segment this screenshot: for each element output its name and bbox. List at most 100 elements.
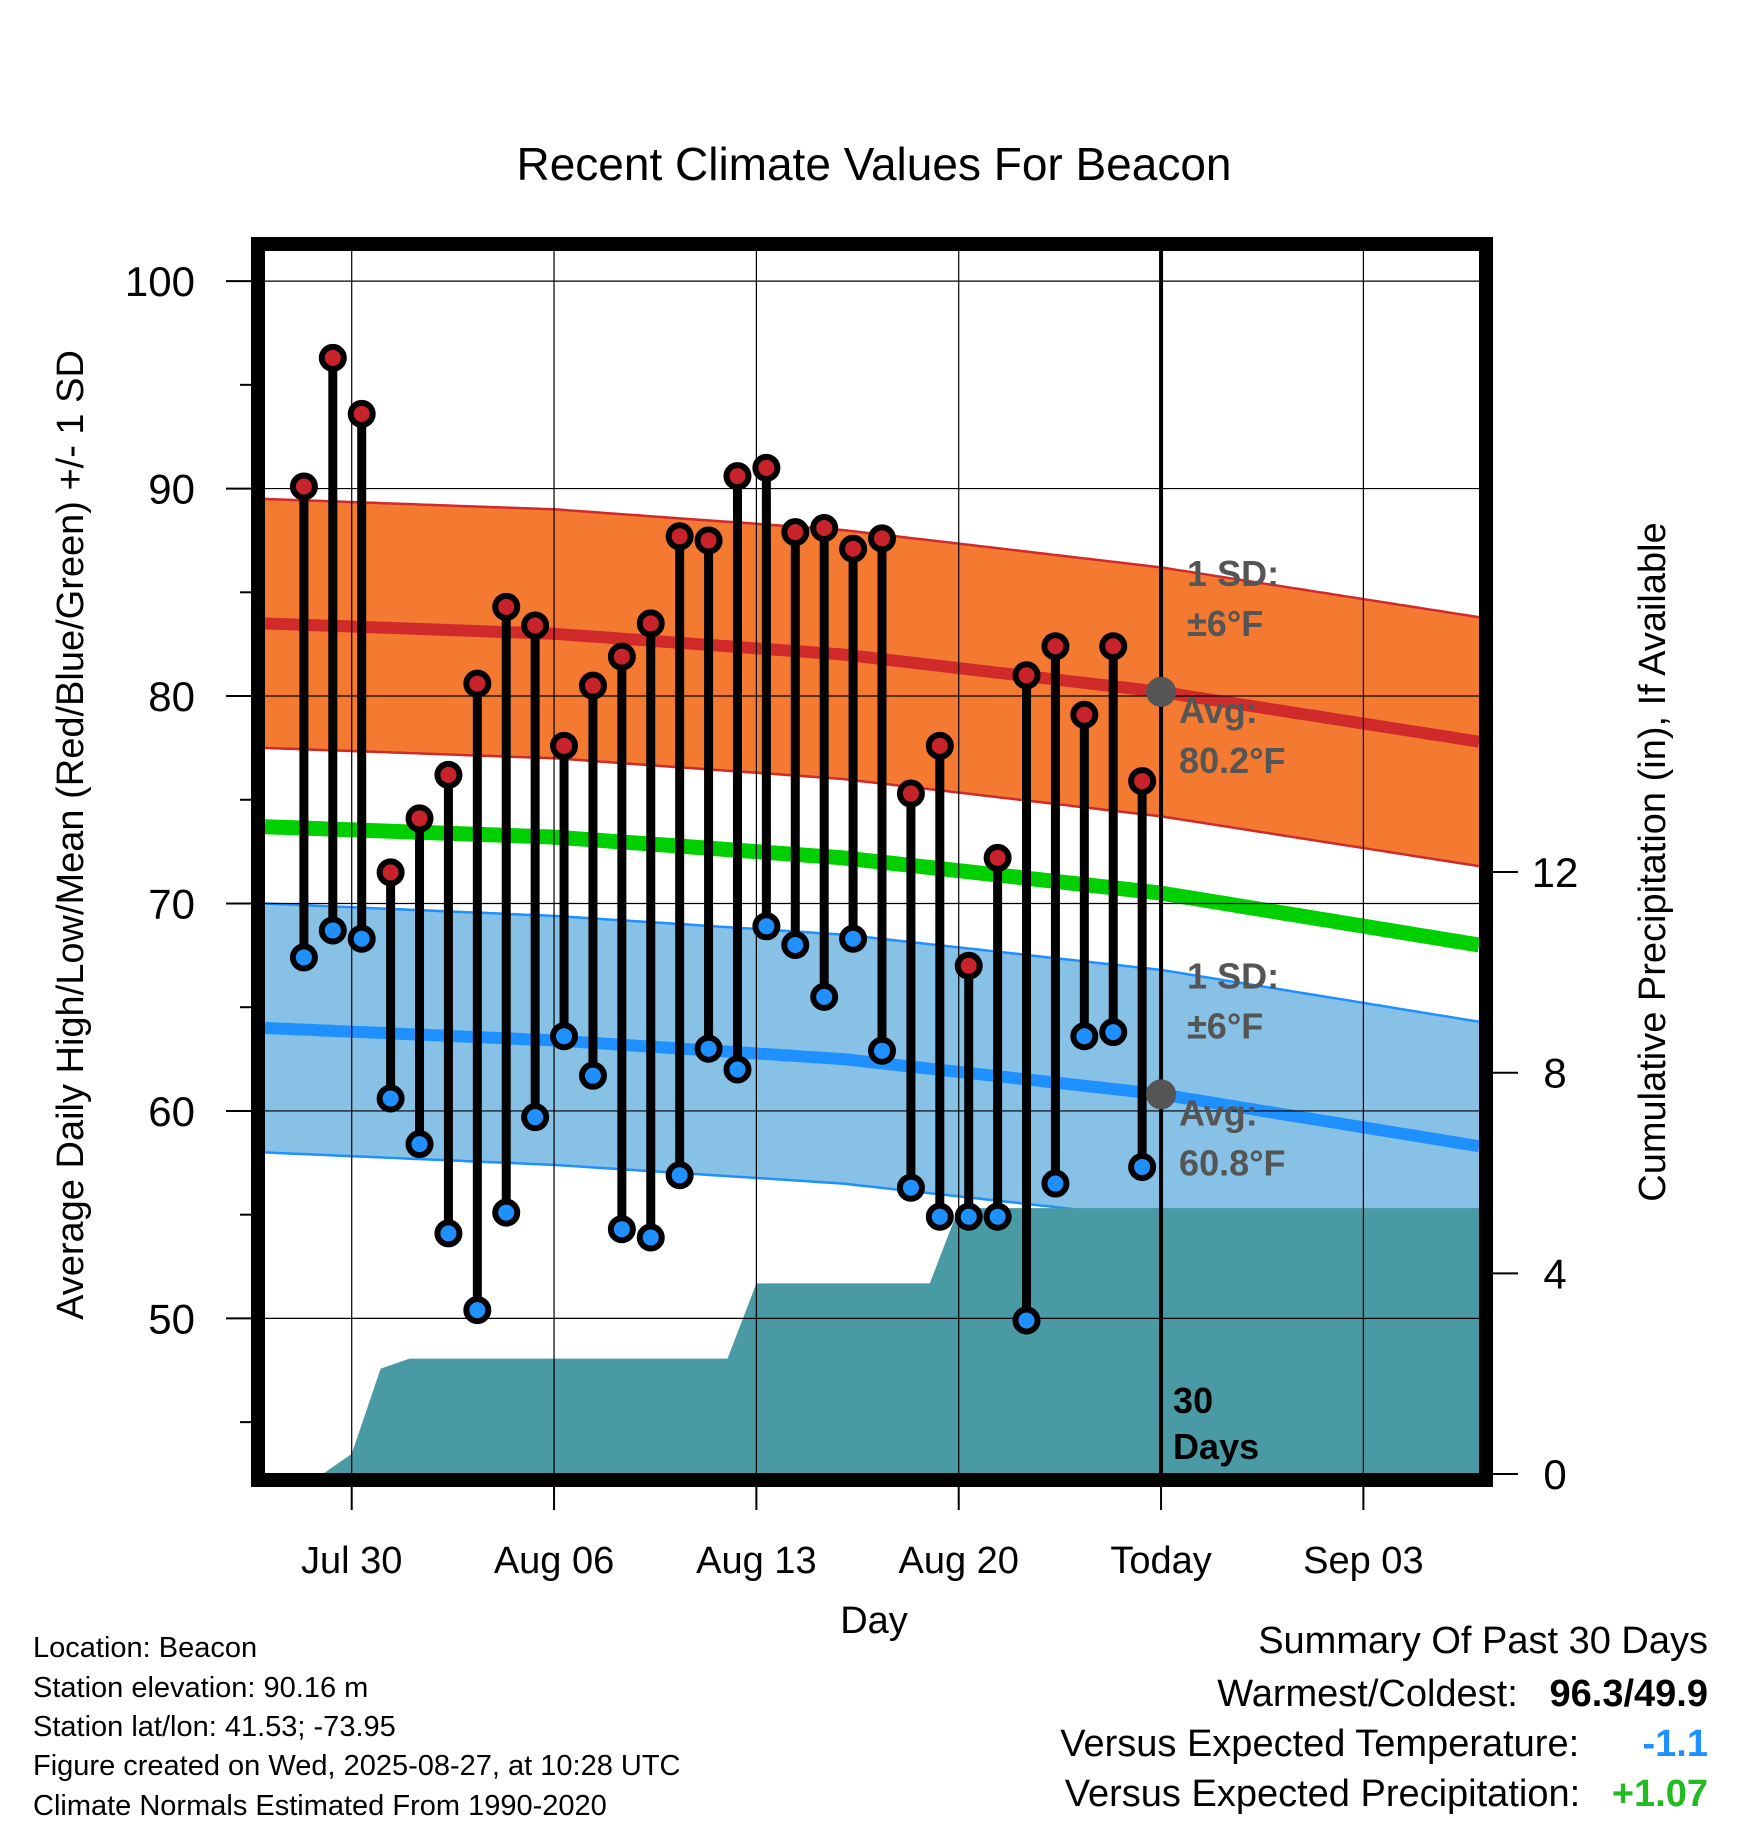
- x-tick-label: Sep 03: [1303, 1540, 1423, 1582]
- footer-normals: Climate Normals Estimated From 1990-2020: [33, 1790, 607, 1822]
- daily-low-point: [896, 1173, 925, 1202]
- summary-temp-row: Versus Expected Temperature: -1.1: [1060, 1723, 1708, 1766]
- daily-high-point: [1099, 632, 1128, 661]
- high-normal-line: [265, 617, 1479, 748]
- daily-low-point: [434, 1219, 463, 1248]
- daily-low-point: [463, 1296, 492, 1325]
- daily-high-point: [723, 462, 752, 491]
- low-sd-label-line2: ±6°F: [1187, 1005, 1263, 1046]
- daily-high-point: [868, 524, 896, 553]
- y-tick-label: 90: [148, 466, 195, 513]
- daily-low-point: [954, 1202, 983, 1231]
- daily-low-point: [694, 1034, 723, 1063]
- daily-high-point: [694, 526, 723, 555]
- daily-high-point: [925, 731, 954, 760]
- precip-area: [265, 1208, 1479, 1474]
- daily-high-point: [1041, 632, 1070, 661]
- high-avg-marker: [1146, 676, 1177, 707]
- daily-low-point: [723, 1055, 752, 1084]
- high-avg-label-line1: Avg:: [1179, 690, 1258, 731]
- daily-high-point: [665, 522, 694, 551]
- y2-tick-label: 0: [1543, 1451, 1566, 1498]
- y-tick-label: 50: [148, 1295, 195, 1342]
- daily-marks: [289, 343, 1157, 1335]
- daily-low-point: [1070, 1022, 1099, 1051]
- daily-low-point: [752, 912, 781, 941]
- axes: 50 60 70 80 90 100 0 4 8 12 Jul 30 Aug 06 Aug 13 Aug …: [125, 258, 1578, 1582]
- x-tick-label: Aug 13: [696, 1540, 816, 1582]
- daily-high-point: [607, 642, 636, 671]
- y2-tick-label: 4: [1543, 1250, 1566, 1297]
- y-tick-label: 70: [148, 880, 195, 927]
- daily-low-point: [839, 924, 868, 953]
- y2-tick-label: 12: [1532, 849, 1579, 896]
- daily-low-point: [781, 930, 810, 959]
- daily-low-point: [1012, 1306, 1041, 1335]
- footer-created: Figure created on Wed, 2025-08-27, at 10…: [33, 1750, 681, 1782]
- summary-precip-label: Versus Expected Precipitation:: [1064, 1773, 1581, 1815]
- daily-low-point: [925, 1202, 954, 1231]
- daily-high-point: [492, 592, 521, 621]
- daily-high-point: [1012, 661, 1041, 690]
- summary-warmest-value: 96.3: [1549, 1673, 1624, 1715]
- x-tick-label: Aug 06: [494, 1540, 614, 1582]
- daily-high-point: [405, 804, 434, 833]
- x-tick-label: Aug 20: [898, 1540, 1018, 1582]
- footer-latlon: Station lat/lon: 41.53; -73.95: [33, 1711, 396, 1743]
- y-tick-label: 100: [125, 258, 195, 305]
- high-sd-band: [265, 498, 1479, 867]
- summary-coldest-value: 49.9: [1634, 1673, 1708, 1715]
- summary-temp-value: -1.1: [1642, 1723, 1708, 1765]
- high-sd-label-line1: 1 SD:: [1187, 553, 1279, 594]
- y2-axis-label: Cumulative Precipitation (in), If Availa…: [1632, 522, 1674, 1201]
- daily-low-point: [636, 1223, 665, 1252]
- daily-high-point: [954, 951, 983, 980]
- daily-high-point: [781, 518, 810, 547]
- daily-low-point: [665, 1161, 694, 1190]
- daily-low-point: [376, 1084, 405, 1113]
- daily-low-point: [983, 1202, 1012, 1231]
- summary-temp-label: Versus Expected Temperature:: [1060, 1723, 1580, 1765]
- high-sd-label-line2: ±6°F: [1187, 603, 1263, 644]
- summary-precip-row: Versus Expected Precipitation: +1.07: [1065, 1773, 1708, 1816]
- daily-high-point: [636, 609, 665, 638]
- plot-frame: [251, 237, 1493, 1487]
- y-tick-label: 60: [148, 1088, 195, 1135]
- daily-high-point: [839, 534, 868, 563]
- high-sd-lower-edge: [265, 746, 1479, 868]
- daily-high-point: [318, 343, 347, 372]
- frame-border: [251, 237, 1493, 1487]
- daily-low-point: [868, 1036, 896, 1065]
- y-axis-label: Average Daily High/Low/Mean (Red/Blue/Gr…: [50, 350, 92, 1320]
- low-normal-line: [265, 1022, 1479, 1153]
- plot-area: [265, 497, 1479, 1474]
- low-sd-label-line1: 1 SD:: [1187, 956, 1279, 997]
- daily-high-point: [434, 760, 463, 789]
- daily-high-point: [347, 399, 376, 428]
- x-tick-label: Today: [1110, 1540, 1211, 1582]
- daily-low-point: [550, 1022, 579, 1051]
- footer-location: Location: Beacon: [33, 1632, 258, 1664]
- low-avg-label-line2: 60.8°F: [1179, 1142, 1285, 1183]
- daily-low-point: [405, 1130, 434, 1159]
- daily-high-point: [289, 472, 318, 501]
- daily-low-point: [521, 1103, 550, 1132]
- x-tick-label: Jul 30: [301, 1540, 402, 1582]
- annotations: 1 SD: ±6°F Avg: 80.2°F 1 SD: ±6°F Avg: 60.8°F 30…: [1146, 553, 1286, 1467]
- daily-high-point: [983, 843, 1012, 872]
- daily-low-point: [1099, 1018, 1128, 1047]
- low-avg-marker: [1146, 1079, 1177, 1110]
- period-label-line2: Days: [1173, 1426, 1259, 1467]
- chart-title: Recent Climate Values For Beacon: [516, 138, 1231, 190]
- summary-precip-value: +1.07: [1611, 1773, 1708, 1815]
- period-label-line1: 30: [1173, 1380, 1213, 1421]
- summary-heading: Summary Of Past 30 Days: [1258, 1620, 1708, 1662]
- low-sd-upper-edge: [265, 902, 1479, 1023]
- daily-high-point: [376, 858, 405, 887]
- daily-high-point: [550, 731, 579, 760]
- daily-high-point: [521, 611, 550, 640]
- daily-high-point: [896, 779, 925, 808]
- summary-warmest-row: Warmest/Coldest: 96.3/49.9: [1217, 1673, 1708, 1716]
- daily-low-point: [607, 1215, 636, 1244]
- low-avg-label-line1: Avg:: [1179, 1092, 1258, 1133]
